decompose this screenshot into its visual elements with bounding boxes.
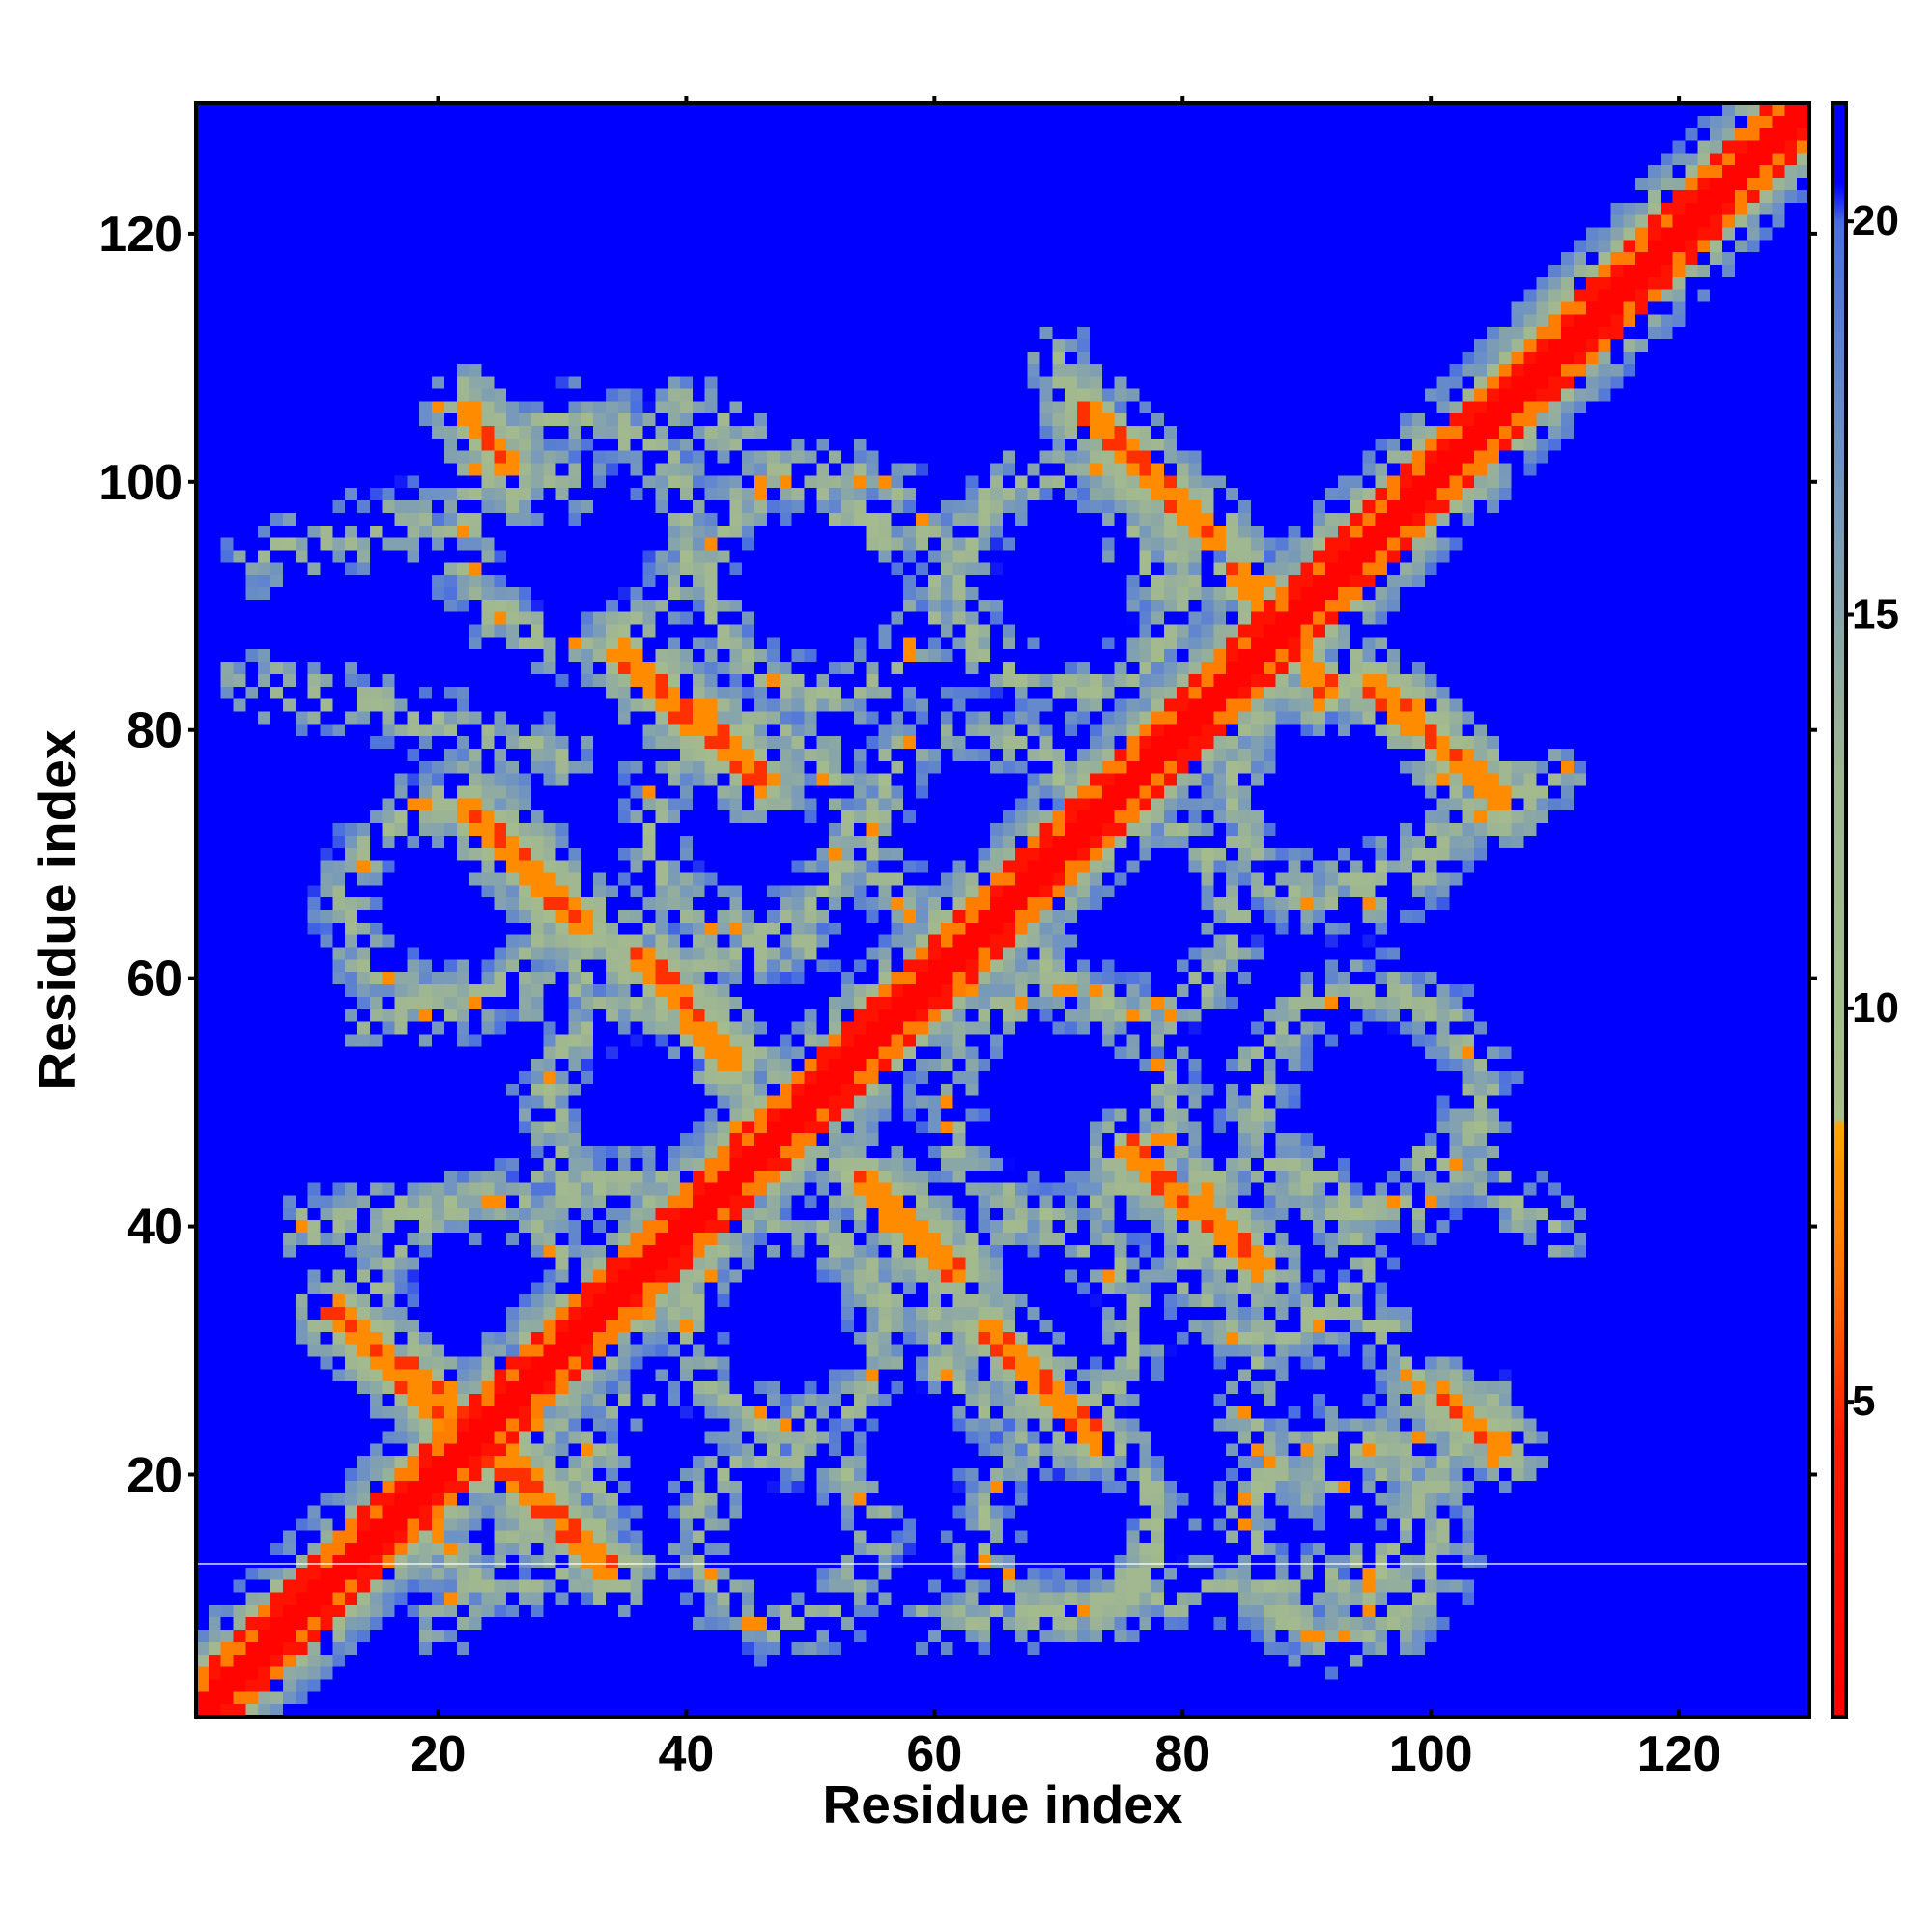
heatmap-cells [196,103,1809,1717]
x-tick-label: 60 [906,1726,962,1782]
x-tick-label: 100 [1389,1726,1473,1782]
x-tick-label: 20 [411,1726,467,1782]
y-tick-label: 120 [99,207,183,263]
colorbar-tick-label: 5 [1852,1378,1875,1425]
colorbar-tick-label: 15 [1852,591,1899,639]
colorbar-tick-label: 10 [1852,984,1899,1032]
y-tick-label: 20 [127,1448,183,1504]
colorbar-frame [1831,101,1848,1719]
x-tick-label: 80 [1154,1726,1210,1782]
axis-ticks: 20 40 60 80 100 120 20 40 60 80 100 120 5 10 15 20 [99,96,1899,1782]
y-tick-label: 40 [127,1200,183,1256]
plot-frame [194,101,1811,1719]
y-tick-label: 60 [127,952,183,1008]
x-axis-label: Residue index [823,1775,1183,1834]
colorbar-gradient [1833,103,1846,1717]
x-tick-label: 40 [659,1726,715,1782]
x-tick-label: 120 [1637,1726,1721,1782]
colorbar-tick-label: 20 [1852,197,1899,244]
y-tick-label: 80 [127,703,183,759]
y-tick-label: 100 [99,455,183,511]
y-axis-label: Residue index [27,729,87,1090]
